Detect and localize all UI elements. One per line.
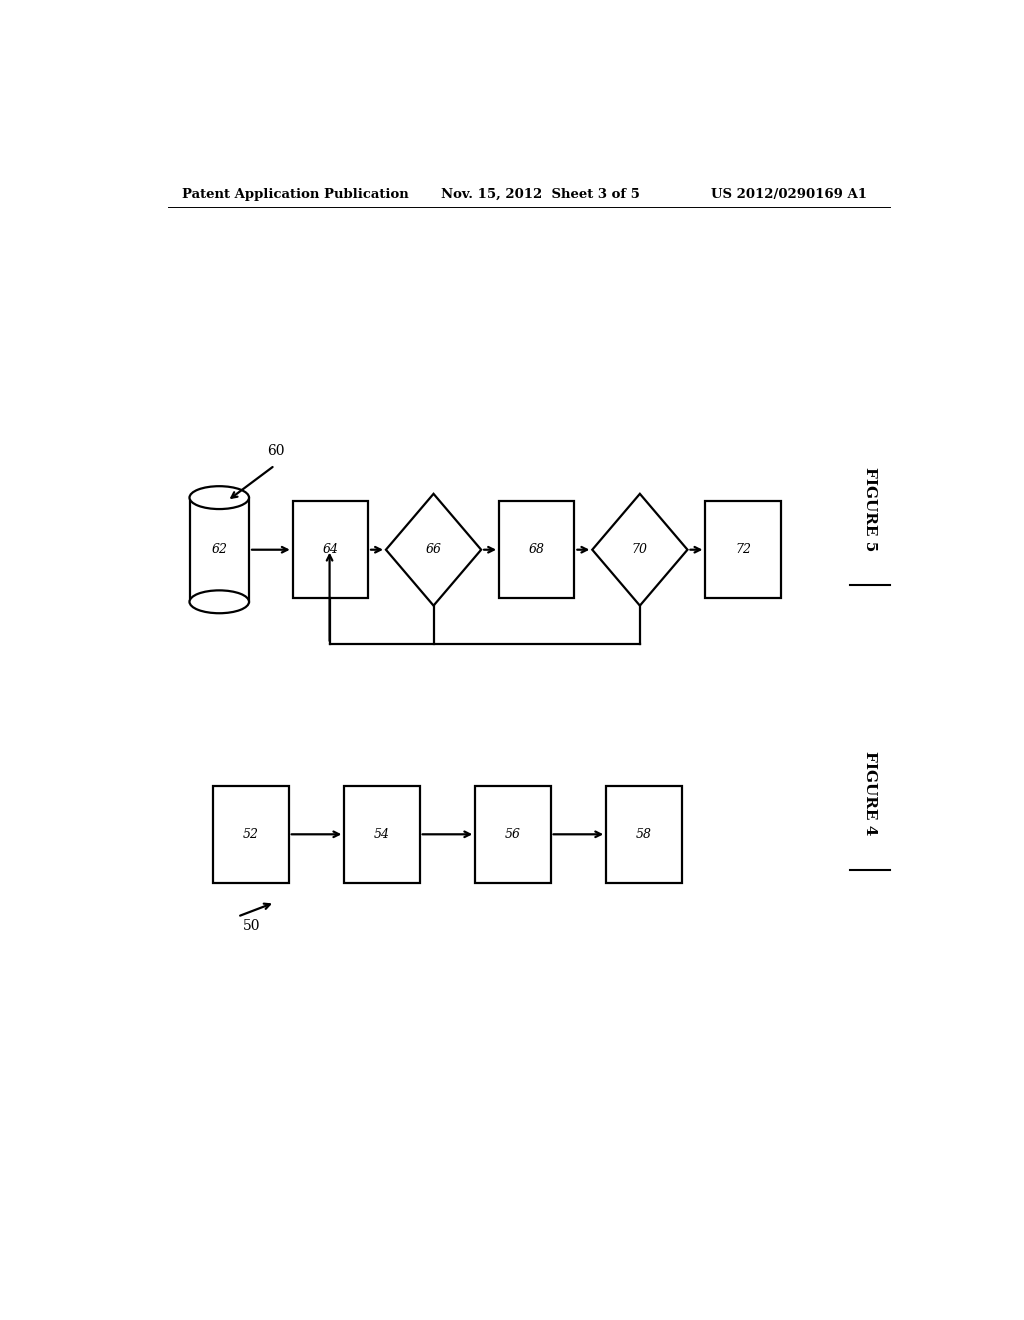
- Text: 58: 58: [636, 828, 652, 841]
- Bar: [293, 502, 368, 598]
- Text: 70: 70: [632, 544, 648, 556]
- Polygon shape: [386, 494, 481, 606]
- Text: 64: 64: [323, 544, 338, 556]
- Text: US 2012/0290169 A1: US 2012/0290169 A1: [712, 187, 867, 201]
- Text: 60: 60: [267, 445, 285, 458]
- Polygon shape: [592, 494, 687, 606]
- Bar: [189, 498, 249, 602]
- Text: 62: 62: [211, 544, 227, 556]
- Text: 66: 66: [426, 544, 441, 556]
- Text: Patent Application Publication: Patent Application Publication: [182, 187, 409, 201]
- Text: 52: 52: [243, 828, 259, 841]
- Text: 72: 72: [735, 544, 751, 556]
- Text: 68: 68: [528, 544, 545, 556]
- Bar: [499, 502, 574, 598]
- Text: Nov. 15, 2012  Sheet 3 of 5: Nov. 15, 2012 Sheet 3 of 5: [441, 187, 640, 201]
- Bar: [706, 502, 780, 598]
- Bar: [213, 785, 289, 883]
- Bar: [606, 785, 682, 883]
- Bar: [475, 785, 551, 883]
- Text: FIGURE 5: FIGURE 5: [863, 467, 877, 552]
- Ellipse shape: [189, 590, 249, 614]
- Ellipse shape: [189, 486, 249, 510]
- Text: 56: 56: [505, 828, 521, 841]
- Bar: [344, 785, 420, 883]
- Text: FIGURE 4: FIGURE 4: [863, 751, 877, 836]
- Text: 54: 54: [374, 828, 390, 841]
- Text: 50: 50: [243, 919, 260, 933]
